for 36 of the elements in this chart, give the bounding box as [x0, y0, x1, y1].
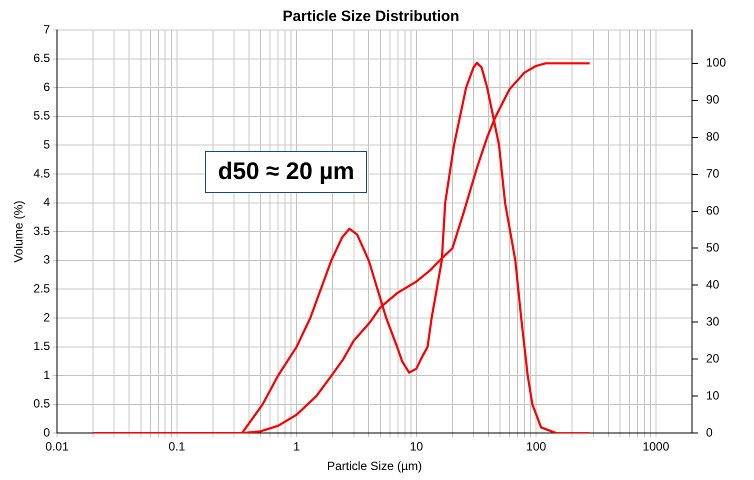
y-tick-label: 4 — [43, 195, 50, 210]
y2-tick-label: 100 — [706, 56, 726, 70]
x-tick-label: 1 — [293, 440, 300, 454]
y2-tick-label: 10 — [706, 388, 720, 403]
y2-tick-label: 50 — [706, 240, 720, 255]
y2-tick-label: 30 — [706, 314, 720, 329]
y2-tick-label: 60 — [706, 204, 720, 218]
y-tick-label: 6.5 — [33, 51, 50, 66]
chart-title: Particle Size Distribution — [282, 8, 460, 26]
y-tick-label: 0.5 — [33, 396, 50, 411]
y-tick-label: 2 — [43, 310, 50, 324]
x-axis-title: Particle Size (µm) — [327, 459, 422, 474]
x-tick-label: 10 — [410, 440, 424, 454]
y2-tick-label: 70 — [706, 166, 720, 181]
y2-tick-label: 20 — [706, 352, 720, 366]
y-axis-title: Volume (%) — [12, 200, 26, 263]
y2-tick-label: 90 — [706, 92, 720, 107]
y-tick-label: 3 — [43, 252, 50, 267]
y2-tick-label: 40 — [706, 278, 720, 292]
y-tick-label: 7 — [43, 22, 50, 36]
y2-tick-label: 0 — [706, 426, 713, 440]
y-tick-label: 0 — [43, 426, 50, 440]
annotation: d50 ≈ 20 µm — [205, 151, 368, 193]
y2-tick-label: 80 — [706, 130, 720, 144]
y-tick-label: 2.5 — [33, 282, 50, 296]
y-tick-label: 1.5 — [33, 339, 50, 354]
y-tick-label: 4.5 — [33, 166, 50, 180]
y-tick-label: 3.5 — [33, 224, 50, 238]
x-tick-label: 0.01 — [45, 440, 70, 454]
x-tick-label: 0.1 — [168, 440, 186, 454]
y-tick-label: 6 — [43, 80, 50, 94]
y-tick-label: 5 — [43, 138, 50, 152]
y-tick-label: 5.5 — [33, 108, 50, 123]
x-tick-label: 1000 — [642, 440, 670, 454]
y-tick-label: 1 — [43, 368, 50, 382]
x-tick-label: 100 — [526, 440, 546, 454]
